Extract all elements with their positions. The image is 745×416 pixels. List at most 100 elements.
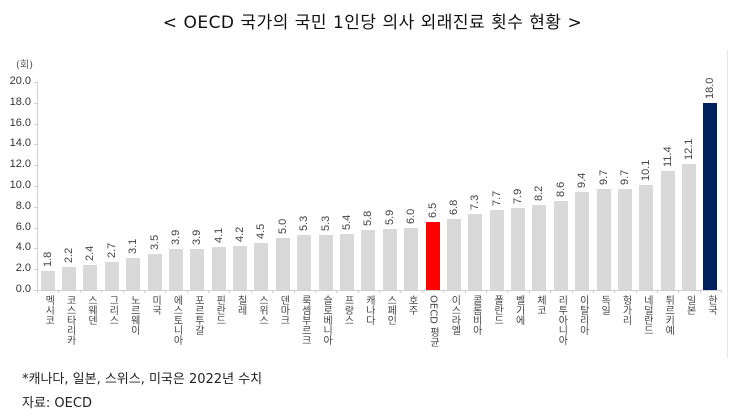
x-category-label: 벨기에 (513, 295, 525, 325)
y-tick-label: 20.0 (9, 75, 31, 87)
bar-value-label: 9.4 (576, 172, 589, 189)
x-tick-mark (79, 290, 81, 293)
x-tick-mark (250, 290, 252, 293)
x-tick-mark (721, 290, 723, 293)
bar-value-label: 8.2 (533, 185, 546, 201)
y-axis-line (37, 82, 38, 290)
x-category-label: 룩셈부르크 (299, 295, 311, 345)
x-tick-mark (421, 290, 423, 293)
bar-7 (190, 249, 205, 290)
bar-value-label: 9.7 (597, 169, 610, 186)
x-category-label: 한국 (705, 295, 717, 315)
x-category-label: 헝가리 (619, 295, 631, 325)
y-tick-mark (34, 102, 37, 104)
y-tick-label: 6.0 (15, 220, 31, 233)
bar-5 (147, 253, 162, 290)
y-tick-mark (34, 248, 37, 250)
bar-4 (126, 257, 141, 290)
bar-value-label: 3.5 (148, 234, 161, 250)
x-tick-mark (58, 290, 60, 293)
y-tick-label: 4.0 (15, 241, 31, 254)
x-category-label: 독일 (598, 295, 610, 315)
x-tick-mark (336, 290, 338, 293)
y-tick-mark (34, 186, 37, 187)
x-tick-mark (635, 290, 637, 293)
x-axis-line (37, 290, 721, 291)
y-tick-mark (34, 82, 37, 83)
bar-value-label: 8.6 (554, 181, 567, 197)
x-tick-mark (571, 290, 573, 293)
bar-8 (211, 247, 226, 290)
bar-10 (254, 243, 269, 290)
x-category-label: 핀란드 (213, 295, 225, 325)
bar-value-label: 5.0 (276, 218, 289, 234)
bar-26 (596, 189, 611, 290)
x-tick-mark (400, 290, 402, 293)
x-category-label: 캐나다 (363, 295, 375, 325)
x-category-label: 체코 (534, 295, 546, 315)
bar-value-label: 4.2 (234, 227, 247, 243)
bar-18 (425, 222, 440, 290)
source-note: 자료: OECD (22, 396, 92, 411)
y-tick-mark (34, 206, 37, 208)
bar-value-label: 2.7 (105, 242, 118, 258)
x-category-label: 에스토니아 (170, 295, 182, 345)
bar-1 (62, 267, 77, 290)
bar-0 (40, 271, 55, 290)
x-category-label: OECD 평균 (427, 295, 439, 348)
y-tick-label: 14.0 (9, 137, 31, 150)
bar-value-label: 5.3 (298, 215, 311, 231)
bar-value-label: 3.9 (169, 230, 182, 246)
bar-value-label: 6.5 (426, 203, 439, 219)
bar-29 (660, 171, 675, 290)
bar-value-label: 2.4 (84, 245, 97, 262)
footnote: *캐나다, 일본, 스위스, 미국은 2022년 수치 (22, 372, 263, 387)
bar-value-label: 6.8 (447, 199, 460, 216)
bar-value-label: 3.1 (127, 238, 140, 254)
bar-14 (340, 233, 354, 290)
y-tick-mark (34, 123, 37, 125)
bar-23 (532, 204, 547, 290)
x-category-label: 그리스 (106, 295, 118, 325)
x-category-label: 칠레 (235, 295, 247, 315)
x-tick-mark (699, 290, 701, 293)
bar-15 (361, 229, 376, 290)
chart-frame-border (727, 50, 728, 358)
x-tick-mark (592, 290, 594, 293)
x-category-label: 폴란드 (491, 295, 503, 325)
bar-value-label: 4.1 (212, 228, 225, 244)
y-tick-mark (34, 144, 37, 146)
bar-21 (489, 209, 504, 290)
y-tick-label: 16.0 (9, 116, 31, 129)
x-tick-mark (314, 290, 316, 293)
bar-3 (104, 261, 119, 290)
x-tick-mark (186, 290, 188, 293)
x-tick-mark (101, 290, 103, 293)
bar-value-label: 3.9 (191, 230, 204, 246)
y-tick-mark (34, 227, 37, 229)
x-tick-mark (528, 290, 530, 293)
x-tick-mark (229, 290, 231, 293)
bar-20 (468, 214, 483, 290)
bar-value-label: 5.9 (383, 209, 396, 225)
x-tick-mark (293, 290, 295, 293)
x-category-label: 코스타리카 (64, 295, 76, 345)
x-category-label: 미국 (149, 295, 161, 315)
bar-value-label: 1.8 (41, 251, 54, 268)
x-tick-mark (379, 290, 381, 293)
bar-17 (404, 227, 419, 290)
x-category-label: 이스라엘 (448, 295, 460, 335)
bar-16 (382, 228, 397, 290)
chart-title: < OECD 국가의 국민 1인당 의사 외래진료 횟수 현황 > (162, 13, 583, 33)
bar-value-label: 5.4 (341, 214, 353, 230)
bar-30 (682, 164, 697, 290)
x-tick-mark (507, 290, 509, 293)
x-tick-mark (678, 290, 680, 293)
x-category-label: 네덜란드 (641, 295, 653, 335)
x-category-label: 스페인 (384, 295, 396, 325)
bar-28 (639, 184, 654, 290)
x-tick-mark (657, 290, 659, 293)
x-category-label: 일본 (684, 295, 696, 315)
x-tick-mark (208, 290, 210, 293)
bar-value-label: 7.9 (512, 188, 525, 204)
